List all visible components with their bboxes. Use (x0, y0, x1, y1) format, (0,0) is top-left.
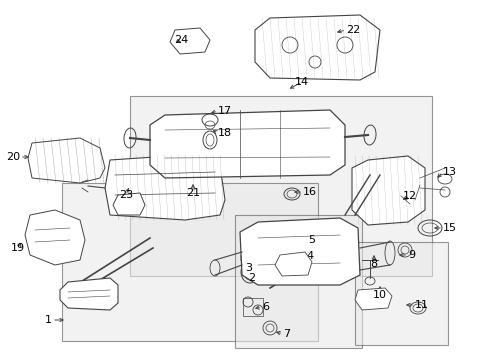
Bar (243, 298, 263, 316)
Polygon shape (274, 252, 311, 276)
Polygon shape (60, 278, 118, 310)
Polygon shape (254, 15, 379, 80)
Text: 22: 22 (346, 25, 360, 35)
Text: 9: 9 (407, 250, 414, 260)
Text: 5: 5 (307, 235, 314, 245)
Text: 12: 12 (402, 191, 416, 201)
Text: 10: 10 (372, 290, 386, 300)
Text: 3: 3 (244, 263, 251, 273)
Text: 20: 20 (6, 152, 20, 162)
Text: 6: 6 (262, 302, 268, 312)
Polygon shape (351, 156, 424, 225)
Text: 18: 18 (218, 128, 232, 138)
Text: 4: 4 (305, 251, 312, 261)
Polygon shape (113, 193, 145, 215)
Bar (354, 242, 447, 345)
Polygon shape (354, 288, 391, 310)
Polygon shape (150, 110, 345, 178)
Text: 16: 16 (303, 187, 316, 197)
Polygon shape (240, 218, 359, 285)
Text: 8: 8 (370, 259, 377, 269)
Text: 2: 2 (247, 273, 254, 283)
Text: 11: 11 (414, 300, 428, 310)
Text: 17: 17 (218, 106, 232, 116)
Text: 14: 14 (294, 77, 308, 87)
Text: 21: 21 (185, 188, 200, 198)
Bar (62, 183, 317, 341)
Text: 7: 7 (283, 329, 289, 339)
Text: 23: 23 (119, 190, 133, 200)
Polygon shape (25, 210, 85, 265)
Text: 1: 1 (45, 315, 52, 325)
Text: 24: 24 (174, 35, 188, 45)
Polygon shape (28, 138, 105, 183)
Bar (235, 215, 361, 348)
Polygon shape (105, 155, 224, 220)
Text: 15: 15 (442, 223, 456, 233)
Polygon shape (170, 28, 209, 54)
Text: 19: 19 (11, 243, 25, 253)
Text: 13: 13 (442, 167, 456, 177)
Bar (130, 96, 431, 276)
